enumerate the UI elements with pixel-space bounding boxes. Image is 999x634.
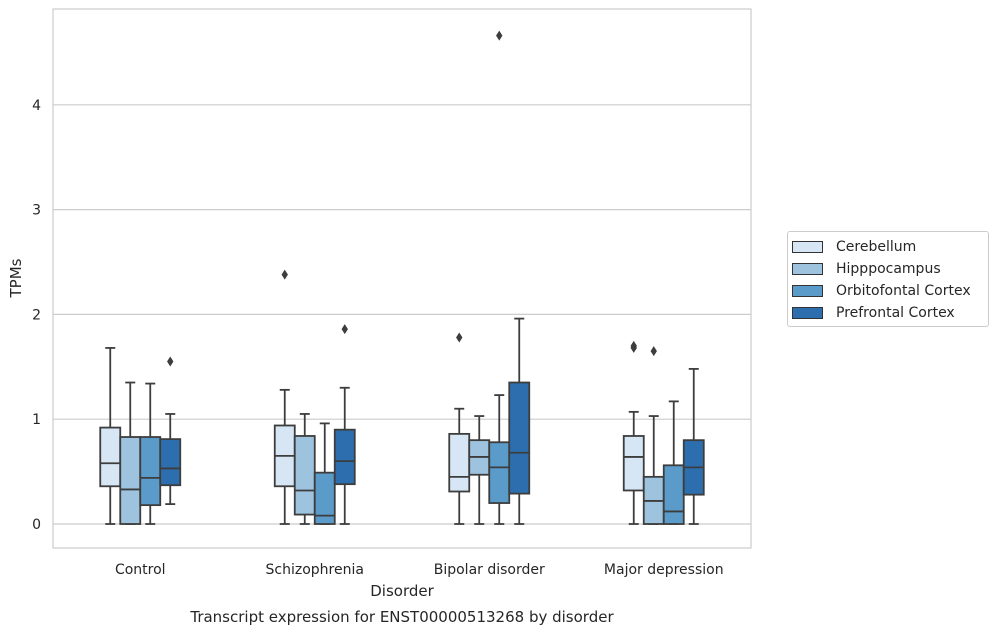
- box-group: [99, 347, 182, 525]
- legend-item: Prefrontal Cortex: [792, 302, 988, 324]
- outlier-point: [167, 356, 174, 367]
- box-body: [99, 426, 122, 488]
- x-axis-label: Disorder: [370, 582, 434, 600]
- box-body: [662, 464, 685, 525]
- box-body: [313, 471, 336, 525]
- x-tick-label: Major depression: [604, 562, 724, 578]
- legend-swatch: [792, 241, 823, 253]
- outlier-point: [281, 269, 288, 280]
- box: [159, 356, 182, 505]
- x-axis-ticks: Control Schizophrenia Bipolar disorder Majo…: [115, 562, 724, 578]
- x-tick-label: Schizophrenia: [266, 562, 364, 578]
- box: [508, 317, 531, 525]
- box-group: [622, 340, 705, 525]
- legend-swatch: [792, 285, 823, 297]
- legend-label: Hipppocampus: [836, 261, 941, 277]
- legend-label: Cerebellum: [836, 239, 917, 255]
- legend-item: Hipppocampus: [792, 258, 988, 280]
- box: [333, 324, 356, 525]
- y-tick-label: 4: [32, 98, 41, 114]
- box: [682, 367, 705, 525]
- box: [99, 347, 122, 525]
- outlier-point: [456, 332, 463, 343]
- y-tick-label: 3: [32, 203, 41, 219]
- box-body: [333, 428, 356, 486]
- box: [642, 346, 665, 525]
- x-tick-label: Bipolar disorder: [434, 562, 545, 578]
- y-tick-label: 2: [32, 307, 41, 323]
- box-body: [488, 441, 511, 504]
- legend-item: Cerebellum: [792, 236, 988, 258]
- outlier-point: [630, 340, 637, 351]
- box-body: [293, 435, 316, 516]
- y-axis-ticks: 0 1 2 3 4: [32, 98, 41, 533]
- box-group: [448, 30, 531, 525]
- legend-item: Orbitofontal Cortex: [792, 280, 988, 302]
- outlier-point: [650, 346, 657, 357]
- box-body: [622, 435, 645, 492]
- legend-label: Prefrontal Cortex: [836, 305, 955, 321]
- legend-swatch: [792, 307, 823, 319]
- y-tick-label: 1: [32, 412, 41, 428]
- box: [273, 269, 296, 525]
- y-tick-label: 0: [32, 517, 41, 533]
- box-body: [119, 436, 142, 525]
- box: [313, 422, 336, 525]
- box-groups: [99, 30, 705, 525]
- legend-swatch: [792, 263, 823, 275]
- box: [488, 30, 511, 525]
- box-body: [159, 438, 182, 487]
- chart-title: Transcript expression for ENST0000051326…: [189, 608, 614, 626]
- box: [622, 340, 645, 525]
- box-body: [508, 381, 531, 495]
- x-tick-label: Control: [115, 562, 166, 578]
- box-body: [448, 432, 471, 493]
- outlier-point: [341, 324, 348, 335]
- box-group: [273, 269, 356, 525]
- y-axis-label: TPMs: [7, 258, 25, 298]
- legend: Cerebellum Hipppocampus Orbitofontal Corte…: [787, 231, 989, 327]
- box: [448, 332, 471, 525]
- legend-label: Orbitofontal Cortex: [836, 283, 971, 299]
- outlier-point: [496, 30, 503, 41]
- box-body: [139, 436, 162, 507]
